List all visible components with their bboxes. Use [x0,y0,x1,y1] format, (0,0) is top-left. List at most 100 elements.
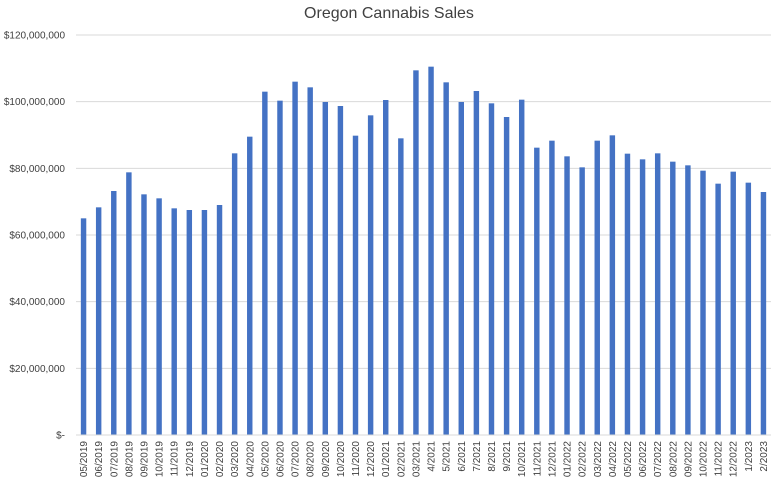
bar-03-2021 [413,70,419,435]
x-tick-label: 2/2023 [759,441,770,472]
bar-09-2022 [685,165,691,436]
y-tick-label: $120,000,000 [4,31,66,42]
x-tick-label: 11/2022 [714,441,725,477]
bar-09-2020 [322,102,329,435]
x-tick-label: 4/2021 [427,441,438,472]
x-tick-label: 11/2019 [170,441,181,477]
x-tick-label: 08/2022 [668,441,679,478]
x-tick-label: 02/2022 [578,441,589,478]
x-tick-label: 09/2019 [139,441,150,478]
bar-02-2021 [398,138,404,436]
bar-10-2022 [700,170,706,435]
bar-02-2020 [216,205,223,435]
x-tick-label: 01/2022 [563,441,574,478]
x-tick-label: 12/2019 [185,441,196,478]
bar-11-2021 [534,147,540,435]
x-tick-label: 01/2021 [381,441,392,478]
x-tick-label: 04/2020 [245,441,256,478]
bar-4-2021 [428,66,434,436]
bar-12-2022 [730,171,736,435]
x-tick-label: 12/2021 [547,441,558,478]
x-tick-label: 07/2020 [291,441,302,478]
bar-08-2020 [307,87,313,435]
x-tick-label: 06/2022 [638,441,649,478]
x-tick-label: 09/2022 [683,441,694,478]
y-tick-label: $80,000,000 [9,164,65,175]
bar-05-2020 [262,91,268,436]
x-tick-label: 8/2021 [487,441,498,472]
bar-11-2022 [715,183,721,435]
x-tick-label: 10/2021 [517,441,528,478]
x-axis-tick-labels: 05/2019 06/2019 07/2019 08/2019 09/2019 10/20… [79,441,770,478]
x-tick-label: 05/2022 [623,441,634,478]
x-tick-label: 9/2021 [502,441,513,472]
x-tick-label: 7/2021 [472,441,483,472]
x-tick-label: 04/2022 [608,441,619,478]
x-tick-label: 5/2021 [442,441,453,472]
bar-08-2022 [670,161,676,435]
bar-07-2022 [654,153,661,436]
bar-01-2020 [201,210,208,435]
bar-09-2019 [141,194,147,435]
bar-5-2021 [443,82,449,435]
bar-03-2020 [231,153,238,436]
bars [80,66,767,436]
x-tick-label: 10/2019 [155,441,166,478]
x-tick-label: 10/2022 [699,441,710,478]
x-tick-label: 03/2021 [411,441,422,478]
bar-05-2019 [80,218,87,435]
x-tick-label: 07/2022 [653,441,664,478]
x-tick-label: 03/2022 [593,441,604,478]
bar-01-2022 [564,156,570,436]
x-tick-label: 1/2023 [744,441,755,472]
bar-12-2019 [186,210,193,435]
x-tick-label: 12/2022 [729,441,740,478]
x-tick-label: 09/2020 [321,441,332,478]
x-tick-label: 02/2021 [396,441,407,478]
bar-7-2021 [473,91,480,435]
bar-6-2021 [458,102,464,435]
bar-06-2020 [277,100,283,436]
bar-11-2019 [171,208,177,435]
bar-04-2022 [609,135,616,436]
bar-8-2021 [488,103,495,435]
x-tick-label: 10/2020 [336,441,347,478]
bar-08-2019 [126,172,132,436]
x-tick-label: 08/2020 [306,441,317,478]
x-tick-label: 06/2019 [94,441,105,478]
bar-1-2023 [745,182,752,435]
bar-07-2020 [292,81,298,436]
y-tick-label: $20,000,000 [9,364,65,375]
x-tick-label: 02/2020 [215,441,226,478]
y-tick-label: $100,000,000 [4,97,66,108]
bar-01-2021 [383,100,389,435]
bar-10-2019 [156,198,162,435]
x-tick-label: 05/2020 [260,441,271,478]
bar-02-2022 [579,167,585,436]
bar-9-2021 [503,117,510,435]
bar-03-2022 [594,140,600,435]
bar-05-2022 [624,153,631,435]
x-tick-label: 11/2020 [351,441,362,477]
x-tick-label: 6/2021 [457,441,468,472]
x-tick-label: 12/2020 [366,441,377,478]
y-axis-tick-labels: $- $20,000,000 $40,000,000 $60,000,000 $80,0… [4,31,66,442]
bar-04-2020 [247,136,253,435]
bar-12-2020 [367,115,374,435]
chart-title: Oregon Cannabis Sales [304,5,474,22]
x-tick-label: 05/2019 [79,441,90,478]
x-tick-label: 06/2020 [275,441,286,478]
y-tick-label: $40,000,000 [9,297,65,308]
y-tick-label: $- [56,431,65,442]
x-tick-label: 08/2019 [124,441,135,478]
bar-10-2021 [518,99,525,436]
bar-06-2019 [95,207,102,435]
bar-07-2019 [111,191,117,435]
bar-12-2021 [549,140,555,435]
x-tick-label: 01/2020 [200,441,211,478]
bar-10-2020 [337,106,344,435]
x-tick-label: 07/2019 [109,441,120,478]
x-tick-label: 11/2021 [532,441,543,477]
